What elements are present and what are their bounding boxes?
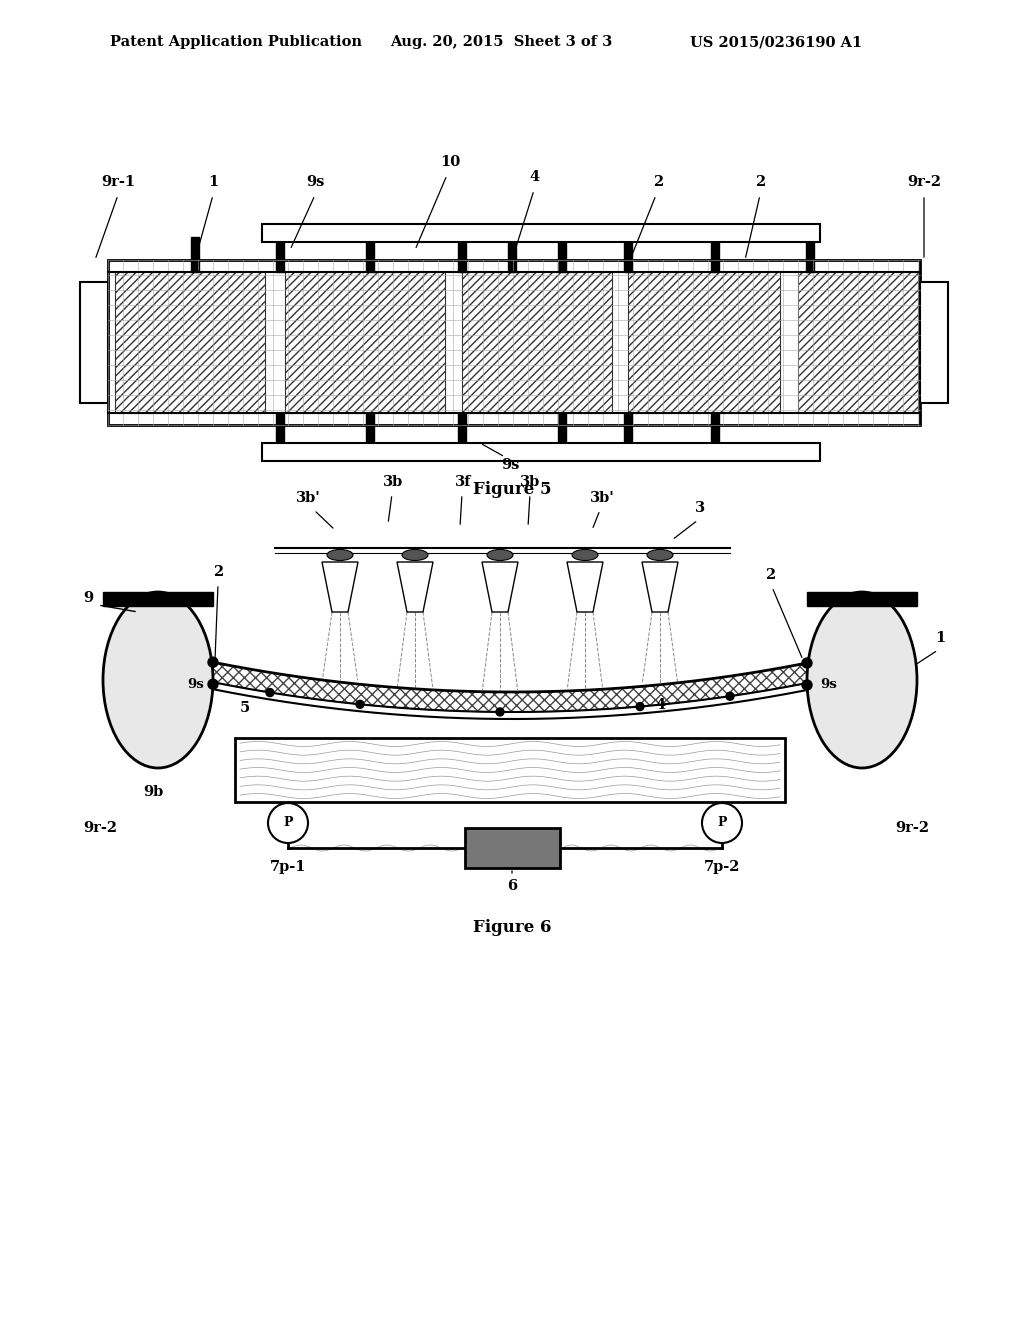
Polygon shape [322, 562, 358, 612]
Ellipse shape [807, 591, 918, 768]
Circle shape [496, 708, 504, 715]
Bar [458, 238, 466, 272]
Bar [103, 591, 213, 606]
Ellipse shape [647, 549, 673, 561]
Bar [234, 738, 785, 803]
Text: 2: 2 [765, 568, 775, 582]
Bar [276, 238, 284, 272]
Bar [262, 444, 820, 461]
Circle shape [208, 680, 218, 689]
Text: 9r-2: 9r-2 [895, 821, 929, 836]
Text: 3b: 3b [383, 475, 403, 488]
Bar [458, 413, 466, 447]
Polygon shape [482, 562, 518, 612]
Bar [108, 260, 920, 425]
Bar [807, 591, 918, 606]
Text: 2: 2 [755, 176, 765, 189]
Text: 2: 2 [213, 565, 223, 579]
Text: 9b: 9b [143, 785, 163, 799]
Text: 1: 1 [208, 176, 218, 189]
Text: US 2015/0236190 A1: US 2015/0236190 A1 [690, 36, 862, 49]
Circle shape [266, 689, 274, 697]
Text: Figure 5: Figure 5 [473, 482, 551, 499]
Text: 3b': 3b' [590, 491, 614, 506]
Bar [711, 238, 719, 272]
Text: 4: 4 [530, 170, 540, 183]
Bar [262, 224, 820, 242]
Bar [624, 413, 632, 447]
Text: 1: 1 [935, 631, 945, 645]
Text: P: P [284, 817, 293, 829]
Bar [806, 238, 814, 272]
Bar [115, 272, 265, 413]
Polygon shape [642, 562, 678, 612]
Bar [558, 238, 566, 272]
Bar [920, 282, 948, 403]
Bar [624, 238, 632, 272]
Text: 5: 5 [240, 701, 250, 715]
Circle shape [356, 701, 364, 709]
Ellipse shape [487, 549, 513, 561]
Ellipse shape [572, 549, 598, 561]
Text: 7p-1: 7p-1 [269, 861, 306, 874]
Ellipse shape [327, 549, 353, 561]
Bar [108, 260, 920, 425]
Bar [508, 238, 516, 272]
Text: 3f: 3f [455, 475, 471, 488]
Text: P: P [717, 817, 727, 829]
Circle shape [268, 803, 308, 843]
Bar [628, 272, 780, 413]
Bar [366, 413, 374, 447]
Text: 9r-2: 9r-2 [83, 821, 117, 836]
Text: Figure 6: Figure 6 [473, 920, 551, 936]
Ellipse shape [402, 549, 428, 561]
Text: 6: 6 [507, 879, 517, 894]
Text: Aug. 20, 2015  Sheet 3 of 3: Aug. 20, 2015 Sheet 3 of 3 [390, 36, 612, 49]
Text: 3: 3 [695, 502, 706, 515]
Bar [285, 272, 445, 413]
Circle shape [636, 702, 644, 710]
Circle shape [726, 692, 734, 700]
Circle shape [208, 657, 218, 667]
Bar [462, 272, 612, 413]
Text: 9: 9 [83, 591, 93, 605]
Bar [798, 272, 918, 413]
Bar [276, 413, 284, 447]
Bar [711, 413, 719, 447]
Text: Patent Application Publication: Patent Application Publication [110, 36, 362, 49]
Text: 9s: 9s [187, 678, 204, 692]
Text: 9r-1: 9r-1 [101, 176, 135, 189]
Text: 9r-2: 9r-2 [907, 176, 941, 189]
Bar [80, 282, 108, 403]
Text: 2: 2 [653, 176, 664, 189]
Bar [191, 238, 199, 272]
Text: 7p-2: 7p-2 [703, 861, 740, 874]
Text: 10: 10 [440, 154, 460, 169]
Ellipse shape [103, 591, 213, 768]
Polygon shape [567, 562, 603, 612]
Polygon shape [213, 663, 807, 711]
Circle shape [702, 803, 742, 843]
Text: 4: 4 [655, 698, 665, 711]
Circle shape [802, 680, 812, 690]
Text: 9s: 9s [306, 176, 325, 189]
Text: 9s: 9s [820, 678, 837, 692]
Bar [465, 828, 559, 869]
Polygon shape [397, 562, 433, 612]
Bar [366, 238, 374, 272]
Text: 9s: 9s [501, 458, 519, 473]
Text: 3b': 3b' [296, 491, 321, 506]
Text: 3b: 3b [520, 475, 540, 488]
Bar [558, 413, 566, 447]
Circle shape [802, 657, 812, 668]
